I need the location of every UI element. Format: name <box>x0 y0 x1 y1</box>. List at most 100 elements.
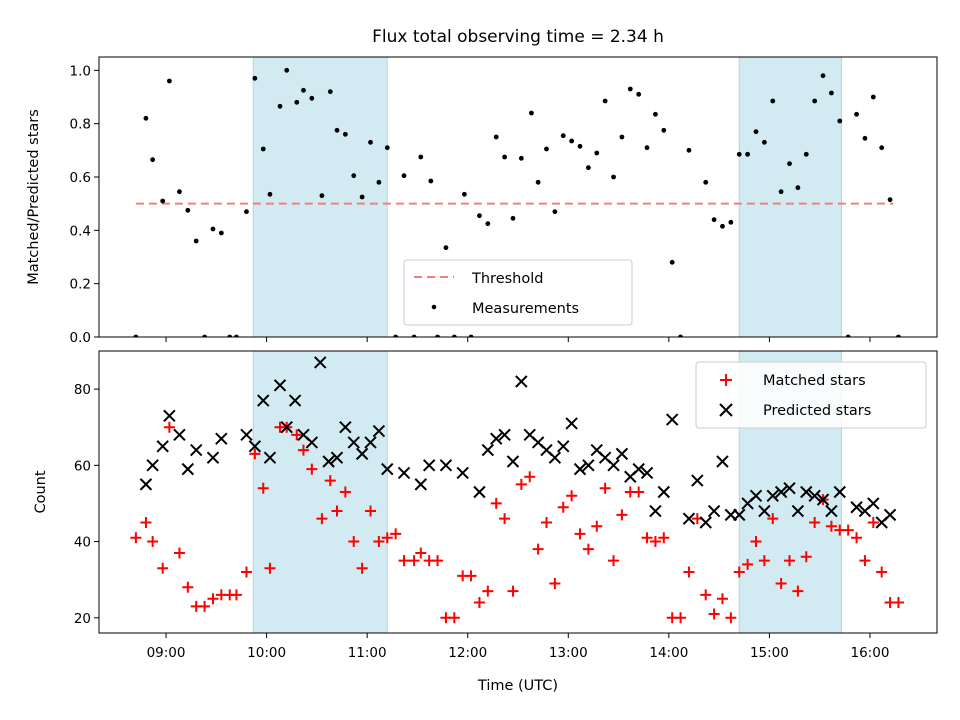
matched-star-point <box>140 516 152 528</box>
predicted-star-point <box>733 508 746 522</box>
matched-star-point <box>641 532 653 544</box>
predicted-star-point <box>791 504 805 518</box>
measurement-point <box>319 193 325 199</box>
measurement-point <box>812 98 818 104</box>
measurement-point <box>870 94 876 100</box>
measurement-point <box>585 165 591 171</box>
matched-star-point <box>291 429 303 441</box>
matched-star-point <box>324 475 336 487</box>
measurement-point <box>761 139 767 145</box>
matched-star-point <box>733 566 745 578</box>
measurement-point <box>627 86 633 92</box>
measurement-point <box>602 98 608 104</box>
measurement-point <box>829 90 834 96</box>
predicted-star-point <box>314 356 327 369</box>
predicted-star-point <box>473 485 486 499</box>
predicted-star-point <box>156 440 169 453</box>
predicted-star-point <box>240 428 253 442</box>
matched-star-point <box>725 612 737 624</box>
matched-star-point <box>356 562 368 574</box>
predicted-star-point <box>397 466 411 480</box>
matched-star-point <box>608 555 620 567</box>
predicted-star-point <box>816 493 830 506</box>
predicted-star-point <box>699 516 712 529</box>
x-tick-label: 09:00 <box>147 645 186 661</box>
predicted-star-point <box>322 455 335 468</box>
measurement-point <box>210 226 216 232</box>
measurement-point <box>720 223 725 229</box>
matched-star-point <box>157 562 169 574</box>
legend-threshold-label: Threshold <box>471 271 543 287</box>
measurement-point <box>301 87 306 93</box>
matched-star-point <box>842 524 854 536</box>
count-panel: 20 40 60 80 09:00 10:00 11:00 12:00 13:00 14:00 1… <box>33 350 938 694</box>
measurement-point <box>529 110 534 116</box>
matched-star-point <box>163 421 175 433</box>
predicted-star-point <box>288 394 302 407</box>
measurement-point <box>854 111 859 117</box>
measurement-point <box>418 154 424 160</box>
measurement-point <box>795 185 801 191</box>
matched-star-point <box>381 532 393 544</box>
matched-star-point <box>515 478 527 490</box>
predicted-star-point <box>850 501 863 514</box>
matched-star-point <box>876 566 888 578</box>
predicted-star-point <box>515 375 528 388</box>
matched-star-point <box>147 536 159 548</box>
measurement-point <box>644 145 650 151</box>
matched-star-point <box>348 536 360 548</box>
measurement-point <box>535 179 541 185</box>
top-y-axis-label: Matched/Predicted stars <box>26 109 42 285</box>
predicted-star-point <box>372 424 386 438</box>
predicted-star-point <box>422 459 436 472</box>
measurement-point <box>359 194 365 200</box>
bottom-y-axis-label: Count <box>33 470 49 513</box>
x-tick-label: 12:00 <box>448 645 487 661</box>
predicted-star-point <box>758 504 771 518</box>
measurement-point <box>611 174 616 180</box>
measurement-point <box>133 334 139 337</box>
ratio-panel: 0.0 0.2 0.4 0.6 0.8 1.0 Matched/Predicted sta… <box>26 56 938 346</box>
matched-star-point <box>566 490 578 502</box>
matched-star-point <box>331 505 343 517</box>
predicted-star-point <box>665 413 679 426</box>
predicted-star-point <box>146 459 159 472</box>
matched-star-point <box>465 570 477 582</box>
predicted-star-point <box>414 478 427 491</box>
x-tick-label: 11:00 <box>348 645 387 661</box>
matched-star-point <box>859 555 871 567</box>
measurement-point <box>284 67 290 73</box>
measurement-point <box>368 139 373 145</box>
top-legend: Threshold Measurements <box>403 259 633 326</box>
bottom-y-tick-label: 80 <box>74 382 91 398</box>
measurement-point <box>577 143 583 149</box>
x-tick-label: 16:00 <box>851 645 890 661</box>
predicted-star-point <box>565 417 578 430</box>
measurement-point <box>401 173 407 179</box>
measurement-point <box>143 115 149 121</box>
matched-star-point <box>540 516 552 528</box>
measurement-point <box>294 99 300 105</box>
predicted-star-point <box>783 481 796 495</box>
predicted-star-point <box>347 436 360 449</box>
measurement-point <box>703 179 709 185</box>
measurement-point <box>166 78 172 84</box>
x-axis-label: Time (UTC) <box>477 678 558 694</box>
measurement-point <box>193 238 199 244</box>
observing-interval <box>252 350 388 634</box>
predicted-star-point <box>273 379 287 392</box>
matched-star-point <box>230 589 242 601</box>
matched-star-point <box>549 577 561 589</box>
matched-star-point <box>892 597 904 609</box>
predicted-star-point <box>456 466 469 480</box>
legend-measurements-swatch <box>431 304 437 310</box>
predicted-star-point <box>657 485 671 499</box>
predicted-star-point <box>481 443 495 457</box>
measurement-point <box>728 219 734 225</box>
matched-star-point <box>432 555 444 567</box>
matched-star-point <box>473 597 485 609</box>
matched-star-point <box>507 585 519 597</box>
matched-star-point <box>499 513 511 525</box>
predicted-star-point <box>439 459 453 472</box>
